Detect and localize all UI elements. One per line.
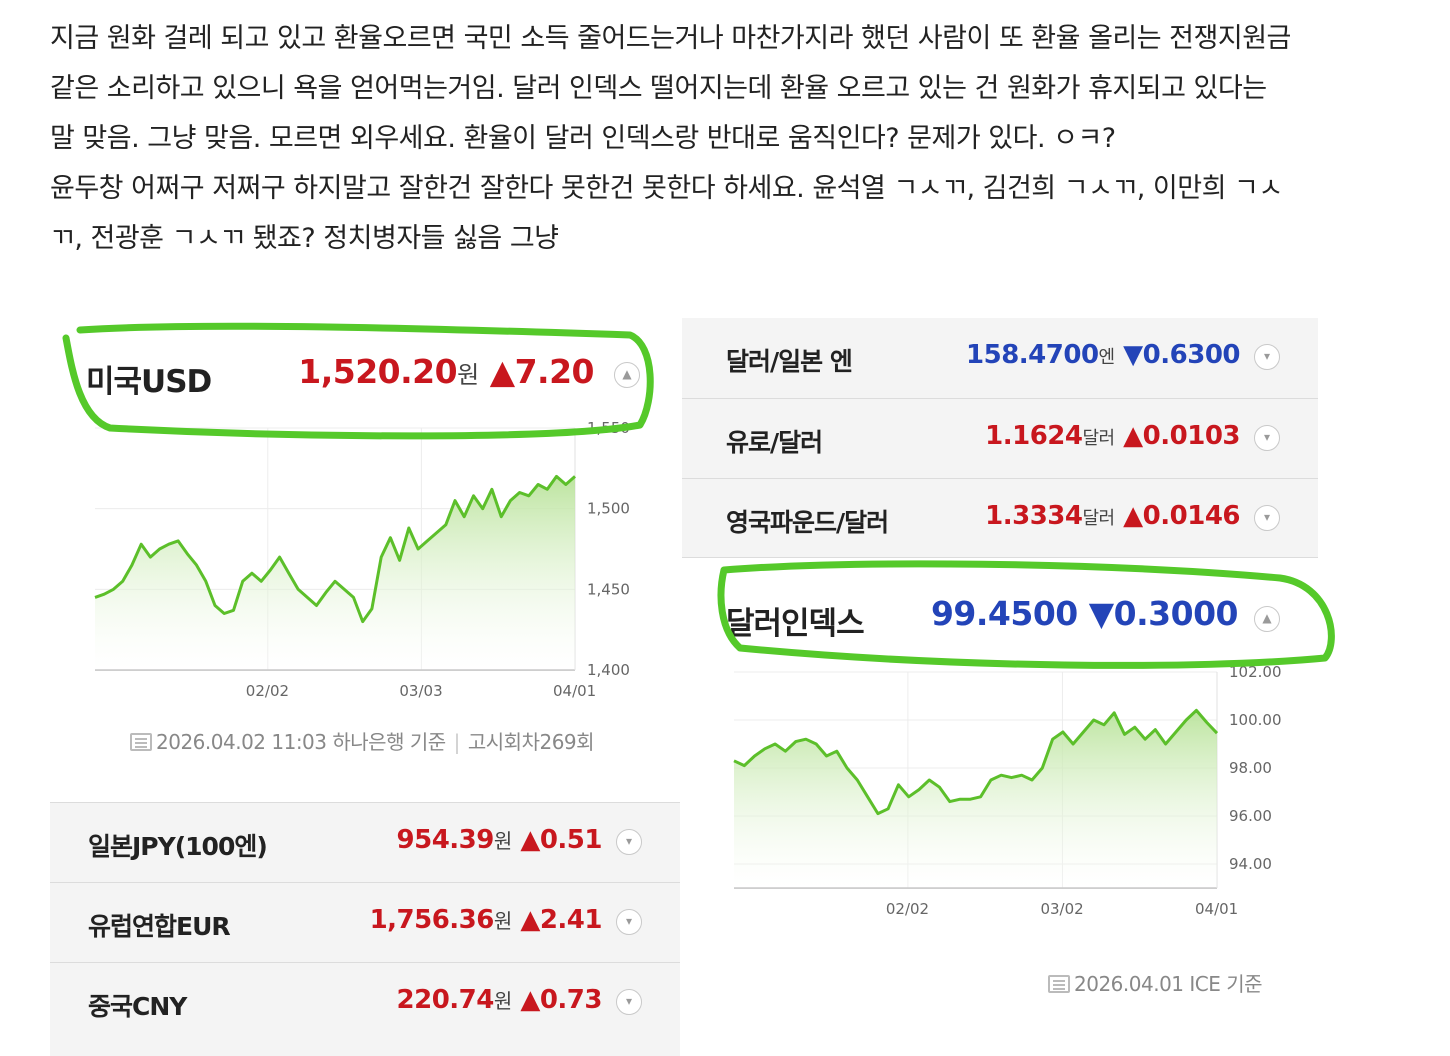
currency-unit: 원 (493, 909, 512, 933)
currency-change: ▲0.73 (520, 985, 602, 1015)
y-tick-label: 100.00 (1229, 711, 1282, 729)
currency-row-jpy[interactable]: 일본JPY(100엔) 954.39원 ▲0.51 ▾ (50, 802, 680, 882)
currency-change: ▲2.41 (520, 905, 602, 935)
divider: | (453, 730, 461, 754)
currency-change: ▲0.51 (520, 825, 602, 855)
expand-toggle-icon[interactable]: ▾ (616, 909, 642, 935)
post-line: 말 맞음. 그냥 맞음. 모르면 외우세요. 환율이 달러 인덱스랑 반대로 움… (50, 123, 1116, 154)
usd-source-round: 고시회차269회 (467, 730, 595, 754)
currency-rate: 220.74원 ▲0.73 (396, 985, 603, 1015)
expand-toggle-icon[interactable]: ▾ (616, 829, 642, 855)
expand-toggle-icon[interactable]: ▾ (1254, 344, 1280, 370)
collapse-toggle-icon[interactable]: ▲ (614, 362, 640, 388)
currency-value: 954.39 (396, 825, 495, 855)
post-line: 윤두창 어쩌구 저쩌구 하지말고 잘한건 잘한다 못한건 못한다 하세요. 윤석… (50, 173, 1283, 204)
document-icon (130, 733, 152, 751)
currency-name: 중국CNY (88, 992, 187, 1021)
currency-name: 일본JPY(100엔) (88, 832, 268, 861)
expand-toggle-icon[interactable]: ▾ (1254, 425, 1280, 451)
currency-row-eur[interactable]: 유럽연합EUR 1,756.36원 ▲2.41 ▾ (50, 882, 680, 962)
dxy-change: ▼0.3000 (1088, 594, 1239, 633)
collapse-toggle-icon[interactable]: ▲ (1254, 606, 1280, 632)
y-tick-label: 96.00 (1229, 807, 1272, 825)
currency-row-cny[interactable]: 중국CNY 220.74원 ▲0.73 ▾ (50, 962, 680, 1056)
currency-value: 220.74 (396, 985, 495, 1015)
currency-change: ▲0.0103 (1123, 421, 1240, 451)
currency-row-eurusd[interactable]: 유로/달러 1.1624달러 ▲0.0103 ▾ (682, 398, 1318, 478)
y-tick-label: 1,550 (587, 419, 630, 437)
x-tick-label: 03/03 (399, 682, 442, 700)
usd-rate: 1,520.20원 ▲7.20 (298, 352, 594, 391)
currency-value: 1.1624 (985, 421, 1083, 451)
usd-source-date: 2026.04.02 11:03 하나은행 기준 (156, 730, 446, 754)
currency-unit: 달러 (1082, 428, 1115, 449)
currency-rate: 1,756.36원 ▲2.41 (369, 905, 603, 935)
x-tick-label: 04/01 (553, 682, 596, 700)
currency-rate: 158.4700엔 ▼0.6300 (966, 340, 1240, 370)
x-tick-label: 02/02 (886, 900, 929, 918)
usd-source: 2026.04.02 11:03 하나은행 기준 | 고시회차269회 (130, 726, 595, 755)
dxy-header[interactable]: 달러인덱스 99.4500 ▼0.3000 ▲ (682, 578, 1318, 668)
document-icon (1048, 975, 1070, 993)
currency-change: ▼0.6300 (1123, 340, 1240, 370)
dxy-name: 달러인덱스 (726, 606, 865, 642)
currency-value: 1.3334 (985, 501, 1083, 531)
series-line (94, 474, 576, 624)
y-tick-label: 102.00 (1229, 663, 1282, 681)
x-tick-label: 02/02 (246, 682, 289, 700)
currency-unit: 원 (493, 829, 512, 853)
dxy-source: 2026.04.01 ICE 기준 (1048, 968, 1263, 997)
dxy-rate: 99.4500 ▼0.3000 (930, 594, 1239, 633)
x-tick-label: 03/02 (1040, 900, 1083, 918)
global-exchange-panel: 달러/일본 엔 158.4700엔 ▼0.6300 ▾ 유로/달러 1.1624… (682, 318, 1318, 1056)
currency-rate: 1.1624달러 ▲0.0103 (985, 421, 1240, 451)
krw-exchange-panel: 미국USD 1,520.20원 ▲7.20 ▲ 1,550 1,500 1,450 1… (50, 318, 680, 1056)
y-tick-label: 98.00 (1229, 759, 1272, 777)
post-line: 지금 원화 걸레 되고 있고 환율오르면 국민 소득 줄어드는거나 마찬가지라 … (50, 23, 1291, 54)
currency-name: 달러/일본 엔 (726, 347, 853, 376)
y-tick-label: 1,500 (587, 500, 630, 518)
currency-row-usdjpy[interactable]: 달러/일본 엔 158.4700엔 ▼0.6300 ▾ (682, 318, 1318, 398)
currency-unit: 엔 (1098, 347, 1116, 368)
expand-toggle-icon[interactable]: ▾ (1254, 505, 1280, 531)
currency-row-gbpusd[interactable]: 영국파운드/달러 1.3334달러 ▲0.0146 ▾ (682, 478, 1318, 558)
usd-change: ▲7.20 (489, 352, 595, 391)
post-text: 지금 원화 걸레 되고 있고 환율오르면 국민 소득 줄어드는거나 마찬가지라 … (50, 14, 1430, 264)
currency-name: 유럽연합EUR (88, 912, 231, 941)
y-tick-label: 1,400 (587, 661, 630, 679)
currency-name: 영국파운드/달러 (726, 508, 889, 537)
post-line: ㄲ, 전광훈 ㄱㅅㄲ 됐죠? 정치병자들 싫음 그냥 (50, 223, 559, 254)
dxy-line-chart: 102.00 100.00 98.00 96.00 94.00 02/02 03/02 04/… (733, 663, 1282, 918)
currency-unit: 원 (493, 989, 512, 1013)
dxy-source-date: 2026.04.01 ICE 기준 (1074, 972, 1263, 996)
dxy-value: 99.4500 (930, 594, 1078, 633)
x-tick-label: 04/01 (1195, 900, 1238, 918)
usd-name: 미국USD (86, 364, 212, 400)
usd-header[interactable]: 미국USD 1,520.20원 ▲7.20 ▲ (50, 318, 680, 434)
currency-unit: 달러 (1082, 508, 1115, 529)
currency-name: 유로/달러 (726, 428, 823, 457)
post-line: 같은 소리하고 있으니 욕을 얻어먹는거임. 달러 인덱스 떨어지는데 환율 오… (50, 73, 1267, 104)
y-tick-label: 1,450 (587, 580, 630, 598)
usd-line-chart: 1,550 1,500 1,450 1,400 02/02 03/03 04/01 (94, 419, 630, 700)
series-line (733, 708, 1219, 816)
currency-rate: 954.39원 ▲0.51 (396, 825, 603, 855)
expand-toggle-icon[interactable]: ▾ (616, 989, 642, 1015)
currency-change: ▲0.0146 (1123, 501, 1240, 531)
currency-value: 1,756.36 (369, 905, 495, 935)
series-area (95, 476, 575, 670)
usd-unit: 원 (457, 361, 479, 389)
usd-value: 1,520.20 (298, 352, 458, 391)
currency-value: 158.4700 (966, 340, 1099, 370)
y-tick-label: 94.00 (1229, 855, 1272, 873)
currency-rate: 1.3334달러 ▲0.0146 (985, 501, 1240, 531)
